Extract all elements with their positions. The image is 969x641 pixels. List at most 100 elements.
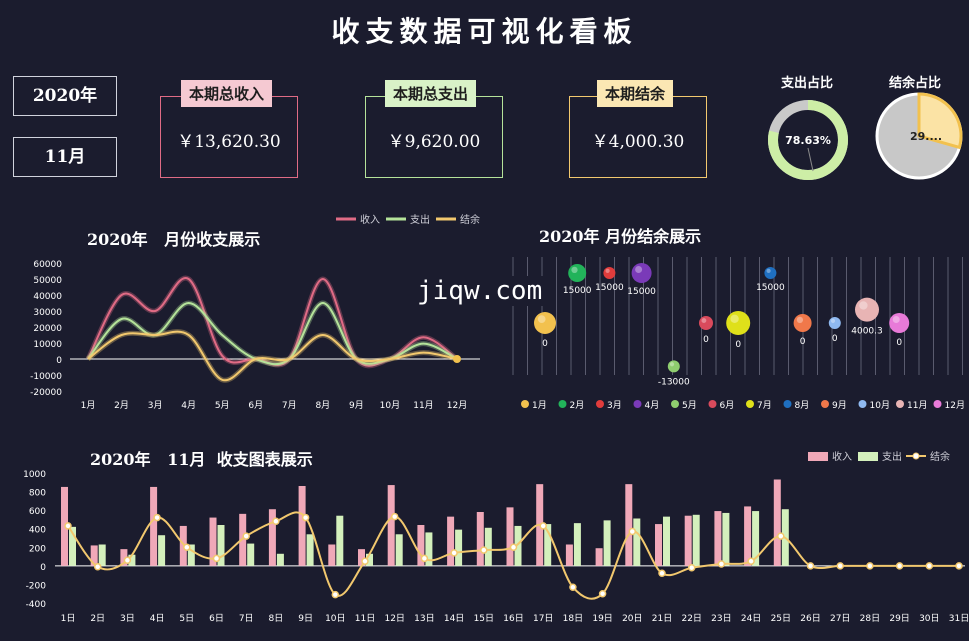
balance-card: ￥4,000.30 [569,96,707,178]
bar-balance-point-21 [687,563,696,572]
scatter-legend-label-9: 10月 [870,400,890,411]
bar-balance-point-29 [925,562,934,570]
bar-expense-14 [484,527,492,566]
bar-xtick-1: 2日 [90,613,105,624]
bar-ytick-4: 200 [29,544,46,554]
bar-income-8 [298,486,306,566]
scatter-label-7: 15000 [756,283,785,293]
scatter-legend-dot-3 [633,400,642,408]
bar-balance-point-24 [777,532,785,540]
scatter-legend-label-4: 5月 [682,400,697,411]
scatter-point-10 [855,297,879,322]
year-selector[interactable]: 2020年 [13,76,117,116]
bar-expense-19 [633,518,641,566]
line-xtick-10: 11月 [413,400,433,411]
bar-balance-point-26 [836,562,844,570]
bar-expense-7 [276,553,284,566]
bar-income-21 [684,515,692,566]
income-label: 本期总收入 [181,80,273,107]
bar-income-19 [625,484,633,566]
month-selector[interactable]: 11月 [13,137,117,177]
bar-balance-point-0 [64,522,72,530]
bar-expense-2 [128,554,136,566]
balance-value: ￥4,000.30 [591,132,685,152]
line-ytick-3: 30000 [33,308,62,318]
line-ytick-5: 10000 [33,340,62,350]
scatter-highlight-3 [635,266,643,273]
scatter-point-7 [764,267,777,279]
scatter-legend-dot-9 [858,400,867,408]
scatter-legend-dot-6 [746,400,754,408]
bar-balance-point-18 [598,589,607,598]
bar-income-18 [595,548,603,566]
bar-balance-point-13 [450,549,458,557]
scatter-highlight-9 [830,318,836,323]
bar-income-22 [714,511,722,566]
scatter-highlight-4 [669,362,675,367]
scatter-point-8 [793,314,812,332]
income-value: ￥13,620.30 [177,132,281,152]
scatter-label-8: 0 [800,337,806,347]
bar-balance-point-16 [539,522,547,530]
bar-balance-point-12 [420,554,429,563]
bar-xtick-13: 14日 [444,613,464,624]
bar-expense-17 [573,523,581,566]
line-legend-label-0: 收入 [360,213,380,226]
daily-bar-chart: 收入 支出 结余 1000 800 600 400 200 0 -200 -400 1日 2日 3日 4日 5… [23,450,969,624]
line-xtick-2: 3月 [148,400,163,411]
balance-ratio-slice [917,92,963,150]
bar-expense-10 [366,553,373,566]
bar-xtick-25: 26日 [800,613,820,624]
bar-balance-point-5 [212,554,221,563]
scatter-point-1 [568,264,587,282]
scatter-highlight-5 [701,318,707,323]
scatter-point-2 [603,267,616,279]
line-xtick-0: 1月 [81,400,96,411]
bar-income-12 [417,525,425,566]
bar-balance-point-8 [301,513,310,522]
scatter-legend-dot-7 [783,400,792,408]
bar-xtick-17: 18日 [563,613,583,624]
bar-balance-point-14 [480,546,488,554]
bar-balance-point-9 [331,590,340,599]
scatter-label-2: 15000 [595,283,624,293]
monthly-chart-title-text: 月份收支展示 [164,230,261,249]
bar-xtick-7: 8日 [269,613,284,624]
bar-expense-18 [603,520,611,566]
expense-ratio-arc [768,100,848,180]
scatter-label-3: 15000 [627,287,656,297]
bar-xtick-4: 5日 [179,613,194,624]
line-ytick-4: 20000 [33,324,62,334]
bar-xtick-9: 10日 [325,613,345,624]
bar-income-10 [358,549,365,566]
line-xtick-7: 8月 [315,400,330,411]
line-ytick-0: 60000 [33,260,62,270]
bar-income-5 [209,517,217,566]
bar-legend-marker-2 [912,452,920,460]
scatter-highlight-0 [537,315,546,323]
bar-balance-point-11 [390,512,399,521]
bar-xtick-2: 3日 [120,613,135,624]
scatter-legend-label-10: 11月 [907,400,927,411]
bar-xtick-11: 12日 [384,613,404,624]
scatter-legend-label-7: 8月 [795,400,810,411]
expense-label: 本期总支出 [385,80,477,107]
scatter-point-9 [828,317,841,329]
line-xtick-6: 7月 [282,400,297,411]
bar-expense-8 [306,534,314,566]
scatter-legend-label-11: 12月 [945,400,965,411]
bar-xtick-20: 21日 [652,613,672,624]
scatter-legend-label-3: 4月 [645,400,660,411]
bar-expense-15 [514,525,522,566]
bar-ytick-5: 0 [40,563,46,573]
balance-ratio-pie: 29.... [875,92,963,180]
bar-legend-label-0: 收入 [832,450,852,463]
scatter-label-9: 0 [832,334,838,344]
bar-expense-4 [187,544,195,566]
line-legend-label-2: 结余 [460,213,480,226]
bar-xtick-28: 29日 [889,613,909,624]
bar-xtick-22: 23日 [711,613,731,624]
bar-balance-point-19 [628,527,637,536]
scatter-label-4: -13000 [658,377,690,387]
